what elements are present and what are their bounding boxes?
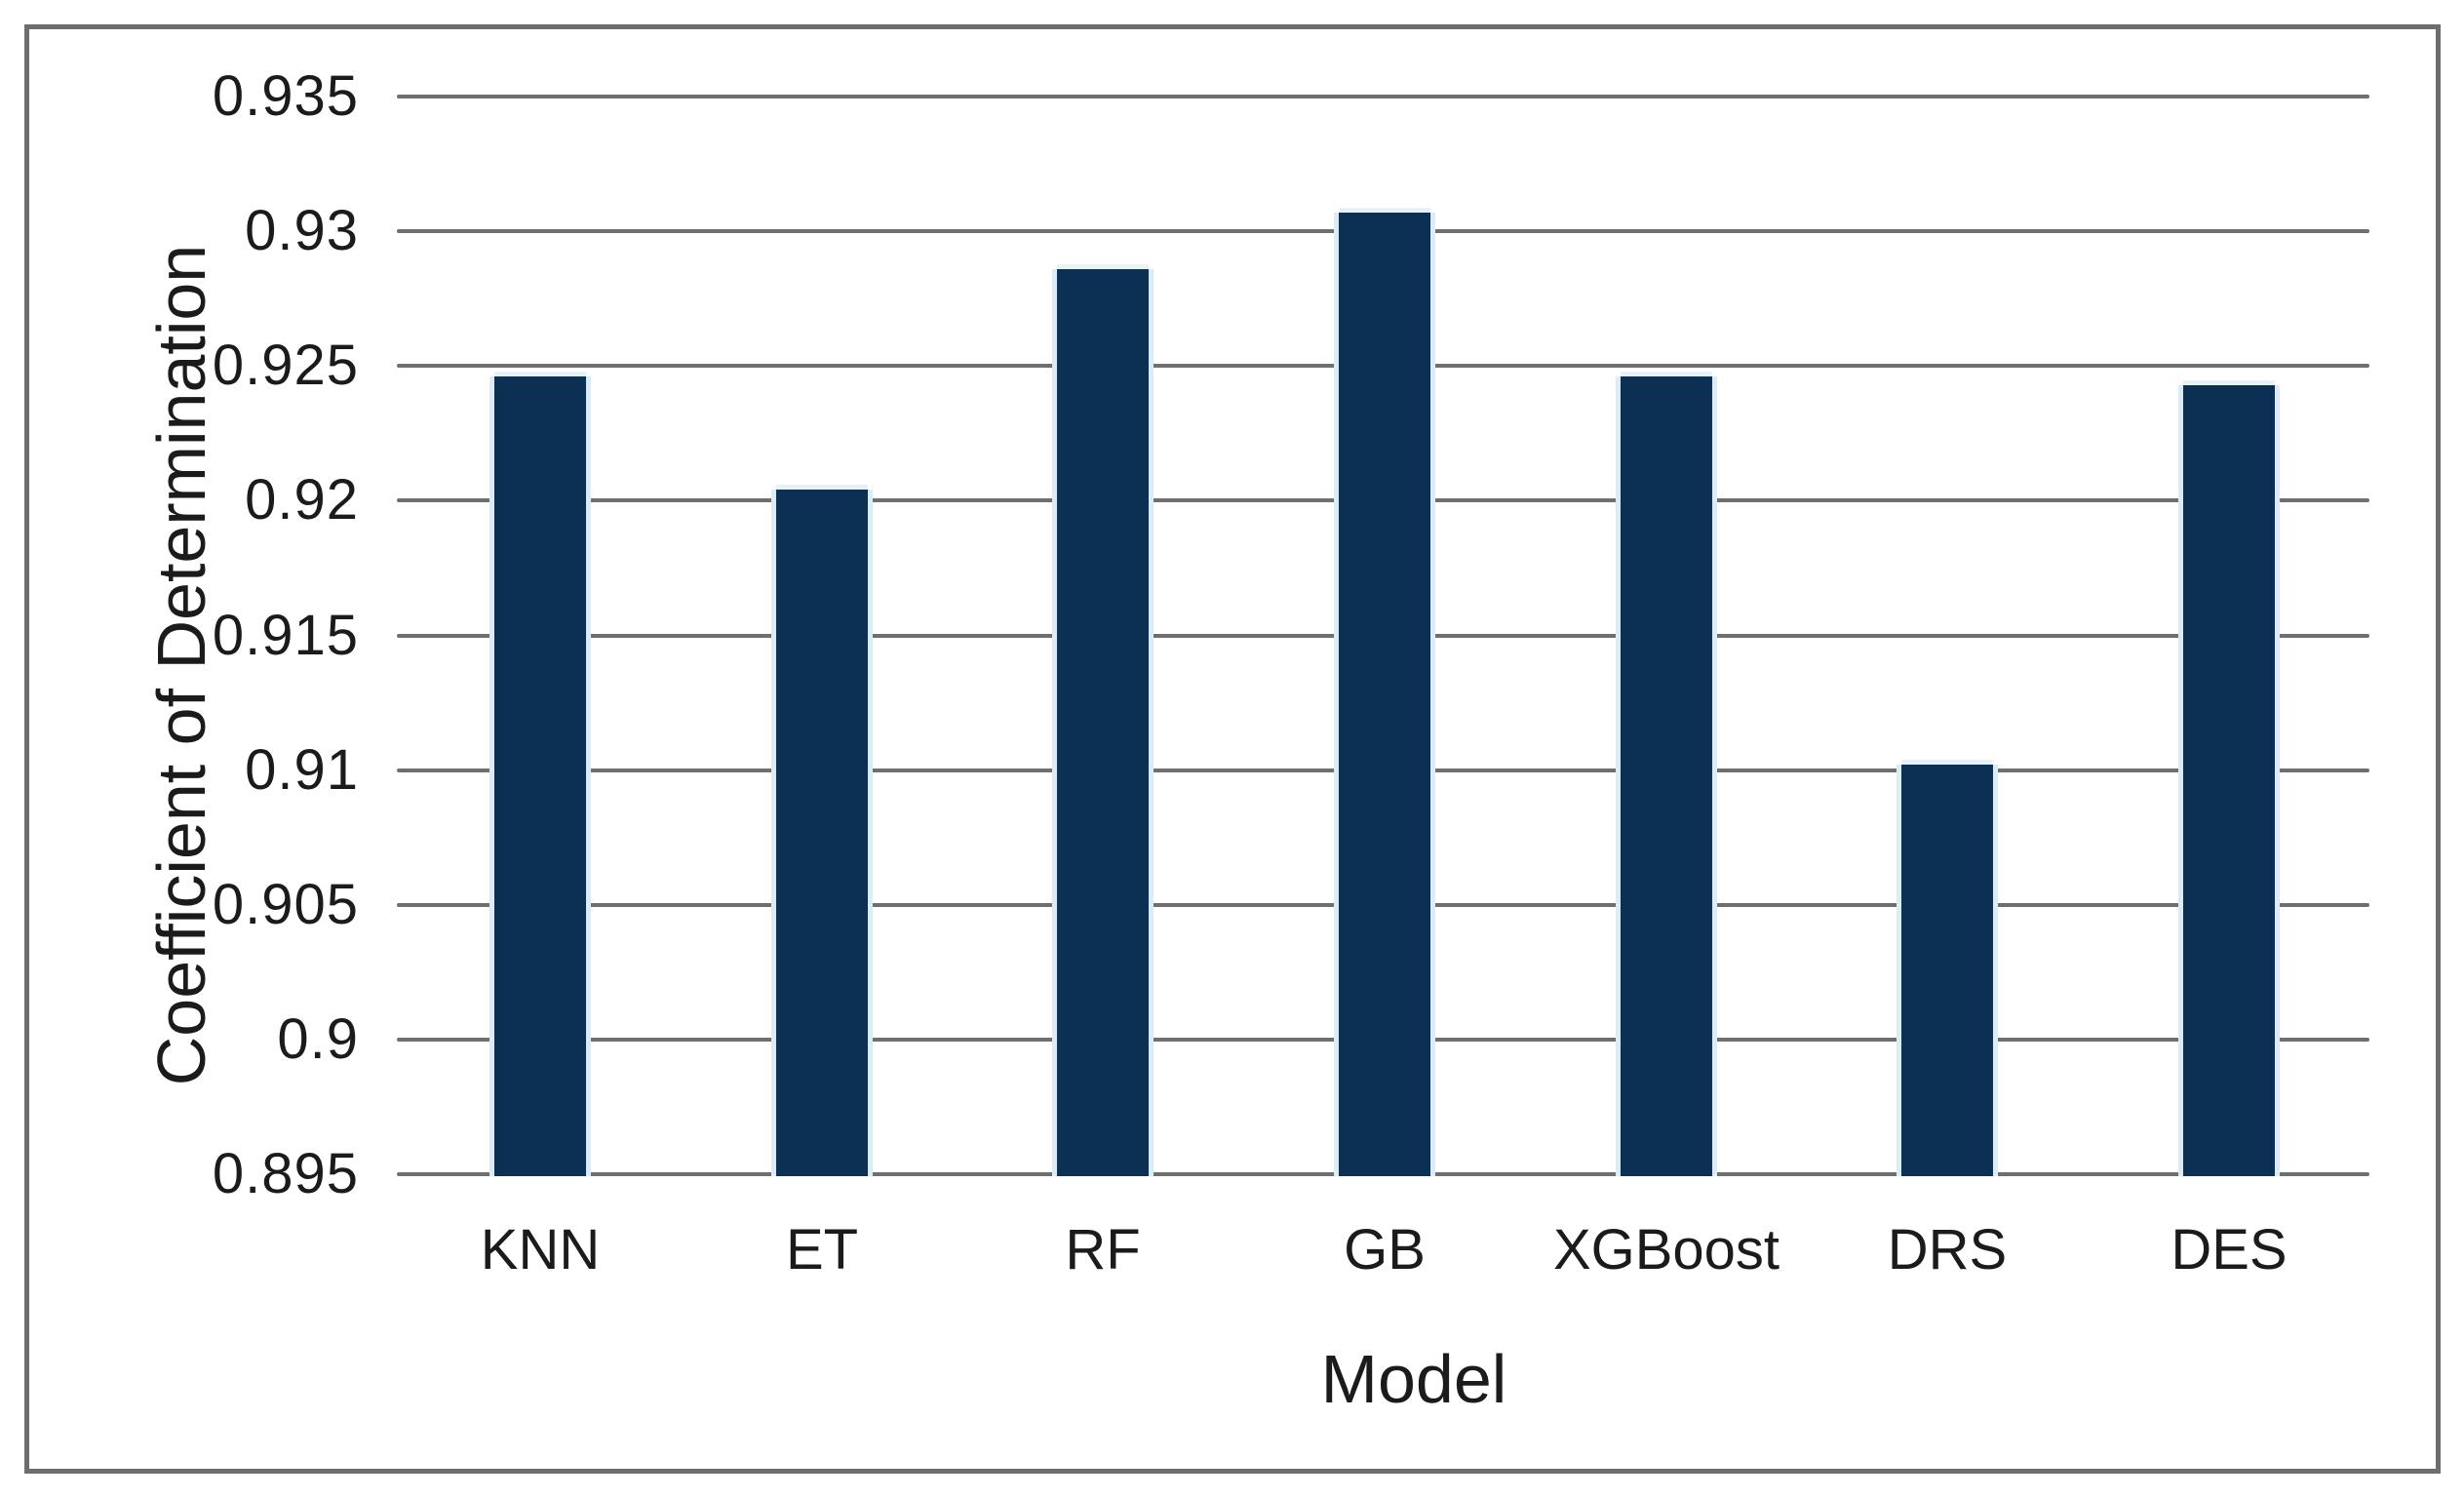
- y-tick-label: 0.91: [245, 737, 359, 802]
- bar-des: [2183, 385, 2275, 1176]
- x-tick-label: DES: [2171, 1218, 2288, 1281]
- y-tick-label: 0.92: [245, 468, 359, 532]
- y-tick-label: 0.93: [245, 199, 359, 263]
- chart-frame: Coefficient of Determination Model: [24, 24, 2441, 1474]
- x-tick-label: GB: [1344, 1218, 1426, 1281]
- x-tick-label: KNN: [480, 1218, 601, 1281]
- y-tick-label: 0.915: [212, 603, 359, 667]
- y-tick-label: 0.9: [277, 1006, 359, 1071]
- x-tick-label: RF: [1065, 1218, 1141, 1281]
- y-tick-label: 0.905: [212, 872, 359, 936]
- gridline: [397, 95, 2369, 99]
- bar-rf: [1057, 269, 1149, 1176]
- x-axis-title: Model: [1320, 1341, 1507, 1417]
- bar-knn: [494, 376, 586, 1176]
- y-tick-label: 0.895: [212, 1142, 359, 1205]
- bar-gb: [1339, 213, 1430, 1176]
- bar-drs: [1901, 765, 1993, 1176]
- bar-xgboost: [1621, 376, 1712, 1176]
- x-tick-label: XGBoost: [1552, 1218, 1780, 1281]
- y-tick-label: 0.925: [212, 334, 359, 398]
- x-tick-label: DRS: [1887, 1218, 2008, 1281]
- y-tick-label: 0.935: [212, 64, 359, 128]
- x-tick-label: ET: [785, 1218, 859, 1281]
- bar-et: [776, 490, 868, 1176]
